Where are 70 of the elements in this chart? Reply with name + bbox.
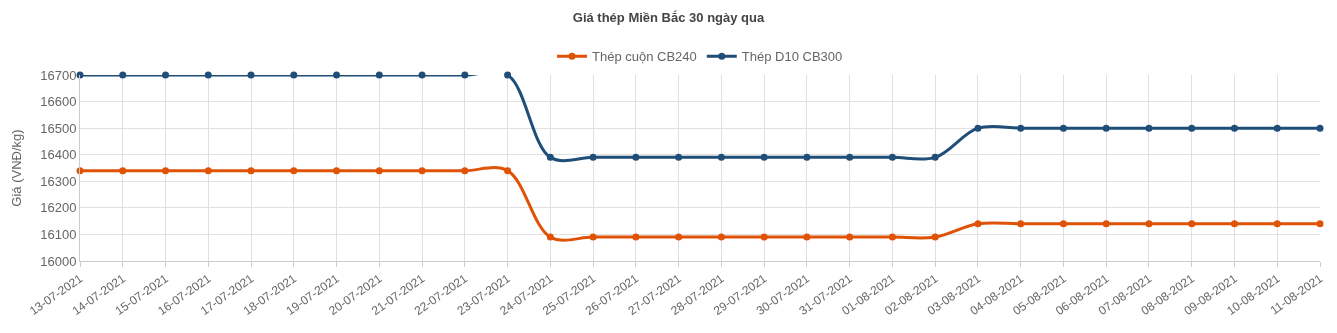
- point: [931, 153, 939, 161]
- point: [418, 167, 426, 175]
- point: [1316, 124, 1324, 132]
- point: [504, 71, 512, 79]
- point: [632, 233, 640, 241]
- point: [1273, 220, 1281, 228]
- point: [546, 153, 554, 161]
- point: [546, 233, 554, 241]
- point: [974, 124, 982, 132]
- point: [760, 153, 768, 161]
- point: [119, 167, 127, 175]
- point: [162, 71, 170, 79]
- point: [888, 233, 896, 241]
- point: [931, 233, 939, 241]
- y-tick-label: 16400: [40, 147, 77, 163]
- point: [1017, 124, 1025, 132]
- y-tick-label: 16600: [40, 94, 77, 110]
- point: [846, 233, 854, 241]
- point: [1059, 124, 1067, 132]
- point: [1188, 220, 1196, 228]
- point: [675, 153, 683, 161]
- point: [974, 220, 982, 228]
- point: [162, 167, 170, 175]
- point: [461, 167, 469, 175]
- y-tick-label: 16100: [40, 226, 77, 242]
- point: [290, 167, 298, 175]
- point: [1102, 124, 1110, 132]
- point: [247, 71, 255, 79]
- point: [1230, 220, 1238, 228]
- point: [675, 233, 683, 241]
- chart-title: Giá thép Miền Bắc 30 ngày qua: [572, 10, 765, 26]
- y-tick-label: 16300: [40, 173, 77, 189]
- point: [1316, 220, 1324, 228]
- point: [504, 167, 512, 175]
- point: [247, 167, 255, 175]
- legend-label: Thép cuộn CB240: [592, 49, 697, 65]
- point: [888, 153, 896, 161]
- point: [204, 167, 212, 175]
- point: [461, 71, 469, 79]
- point: [1102, 220, 1110, 228]
- point: [1017, 220, 1025, 228]
- point: [717, 153, 725, 161]
- y-tick-label: 16000: [40, 253, 77, 269]
- y-tick-label: 16700: [40, 67, 77, 83]
- point: [717, 233, 725, 241]
- y-axis-title: Giá (VNĐ/kg): [9, 129, 25, 207]
- point: [632, 153, 640, 161]
- point: [119, 71, 127, 79]
- legend-label: Thép D10 CB300: [741, 49, 843, 65]
- point: [589, 233, 597, 241]
- point: [1188, 124, 1196, 132]
- point: [1230, 124, 1238, 132]
- point: [1145, 124, 1153, 132]
- y-tick-label: 16200: [40, 200, 77, 216]
- point: [1059, 220, 1067, 228]
- y-tick-label: 16500: [40, 120, 77, 136]
- point: [1273, 124, 1281, 132]
- point: [803, 153, 811, 161]
- point: [333, 167, 341, 175]
- point: [204, 71, 212, 79]
- point: [760, 233, 768, 241]
- point: [803, 233, 811, 241]
- point: [333, 71, 341, 79]
- point: [375, 167, 383, 175]
- point: [290, 71, 298, 79]
- point: [846, 153, 854, 161]
- point: [589, 153, 597, 161]
- point: [418, 71, 426, 79]
- point: [375, 71, 383, 79]
- point: [1145, 220, 1153, 228]
